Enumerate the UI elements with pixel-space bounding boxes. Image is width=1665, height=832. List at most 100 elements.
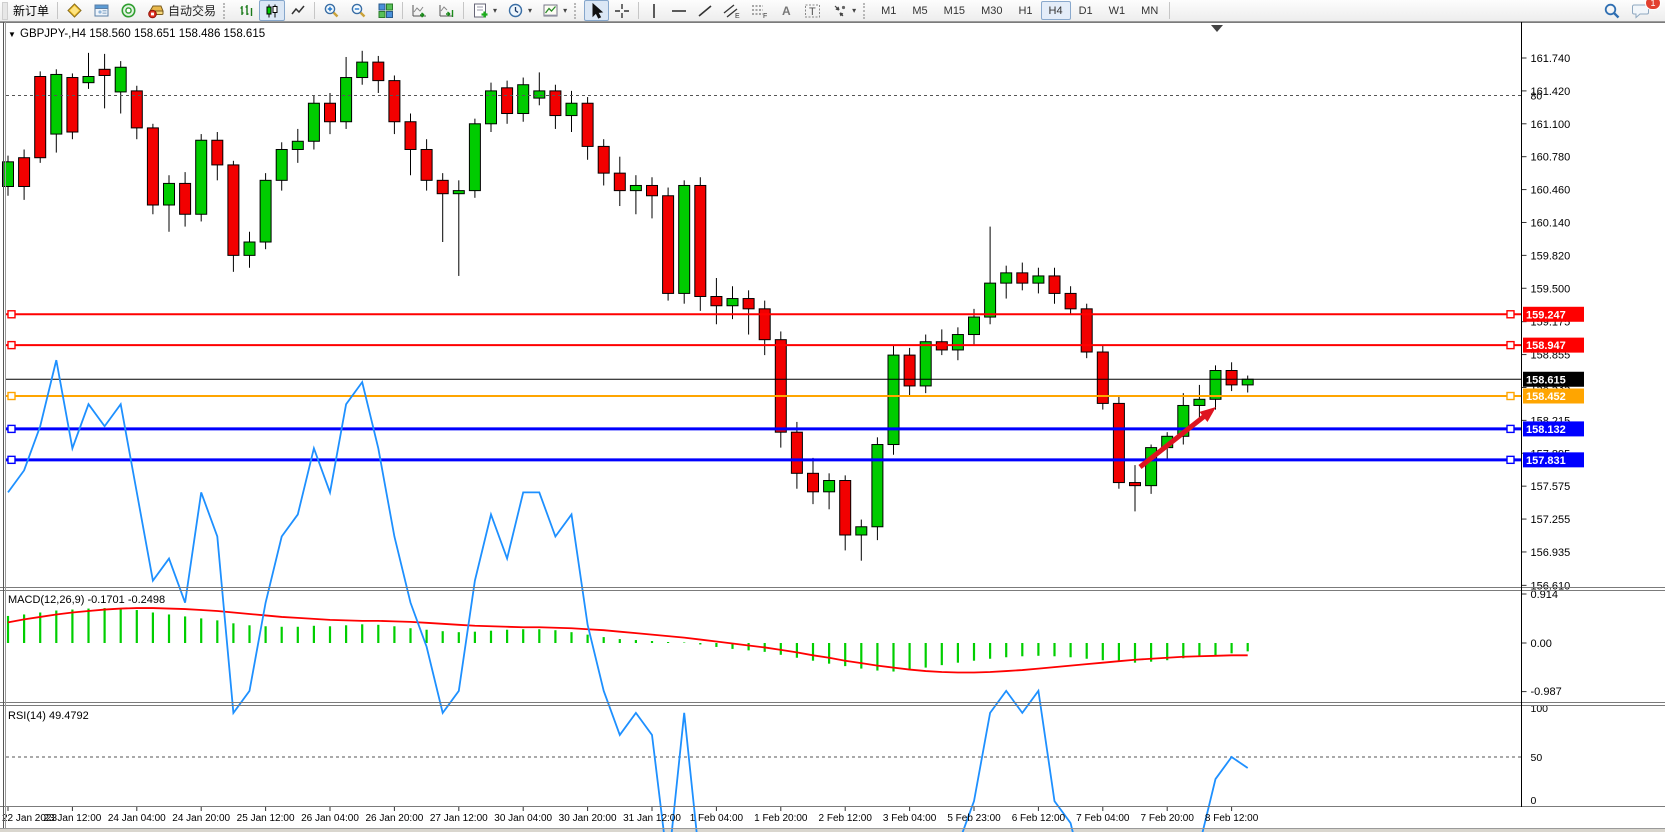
line-handle-right[interactable]	[1506, 455, 1515, 465]
cursor-icon	[592, 2, 604, 19]
shift-marker-icon	[1211, 25, 1223, 32]
timeframe-button-H4[interactable]: H4	[1040, 1, 1071, 20]
bear-candle	[694, 184, 707, 297]
chart-shift-button[interactable]	[433, 0, 460, 21]
search-button[interactable]	[1598, 0, 1626, 21]
bar-chart-type-button[interactable]	[233, 0, 259, 21]
equidistant-channel-icon: E	[723, 3, 740, 19]
bear-candle	[581, 102, 594, 147]
bull-candle	[114, 66, 127, 93]
bull-candle	[195, 139, 208, 215]
line-handle-left[interactable]	[7, 424, 16, 434]
separator	[402, 2, 404, 19]
timeframe-button-M30[interactable]: M30	[981, 4, 1003, 17]
bull-candle	[533, 90, 546, 99]
trendline-tool-button[interactable]	[692, 0, 718, 21]
chart-canvas[interactable]: 161.740 161.420 161.100 160.780 160.460 160.1…	[0, 22, 1665, 832]
trend-arrow-line[interactable]	[1138, 412, 1209, 469]
time-axis-label: 24 Jan 04:00	[108, 813, 166, 824]
notifications-button[interactable]: 1	[1626, 0, 1661, 21]
zoom-in-button[interactable]	[318, 0, 345, 21]
horizontal-line-icon	[672, 9, 687, 12]
crosshair-tool-button[interactable]	[609, 0, 635, 21]
bear-candle	[404, 121, 417, 150]
separator	[314, 2, 316, 19]
text-tool-button[interactable]: A	[774, 0, 799, 21]
bear-candle	[646, 184, 658, 197]
chart-window[interactable]: 161.740 161.420 161.100 160.780 160.460 160.1…	[0, 22, 1665, 832]
price-tick-label: 160.460	[1531, 185, 1571, 197]
zoom-out-button[interactable]	[345, 0, 372, 21]
bear-candle	[211, 139, 224, 166]
terminal-button[interactable]	[115, 0, 142, 21]
bear-candle	[758, 308, 771, 341]
fibonacci-tool-button[interactable]: F	[746, 0, 774, 21]
macd-label: MACD(12,26,9) -0.1701 -0.2498	[8, 594, 165, 606]
bull-candle	[485, 90, 497, 125]
price-tag-label: 158.947	[1526, 340, 1566, 352]
candlestick-chart-type-button[interactable]	[259, 0, 286, 21]
timeframe-button-M1[interactable]: M1	[881, 4, 897, 17]
svg-text:E: E	[735, 13, 740, 19]
bull-candle	[243, 241, 256, 256]
line-handle-right[interactable]	[1506, 340, 1515, 350]
price-tag-158.615	[1523, 371, 1584, 387]
template-button[interactable]: ▾	[537, 0, 572, 21]
profiles-button[interactable]: ▾	[502, 0, 537, 21]
trend-arrow-head[interactable]	[1199, 407, 1216, 423]
notification-badge: 1	[1645, 0, 1661, 10]
market-watch-button[interactable]	[61, 0, 88, 21]
bear-candle	[227, 164, 240, 256]
bull-candle	[82, 76, 95, 84]
rsi-label: RSI(14) 49.4792	[8, 710, 89, 722]
horizontal-line-tool-button[interactable]	[666, 0, 692, 21]
line-handle-left[interactable]	[7, 455, 16, 465]
zoom-in-icon	[324, 3, 339, 18]
tile-windows-button[interactable]	[372, 0, 399, 21]
chart-shift-icon	[439, 4, 454, 17]
auto-scroll-button[interactable]	[406, 0, 433, 21]
auto-scroll-icon	[412, 4, 427, 18]
new-order-label: 新订单	[13, 4, 50, 18]
new-order-button[interactable]: 新订单	[8, 1, 54, 20]
line-handle-left[interactable]	[7, 310, 16, 319]
line-handle-left[interactable]	[7, 391, 16, 401]
bear-candle	[774, 339, 787, 433]
bear-candle	[710, 295, 723, 307]
timeframe-button-H1[interactable]: H1	[1018, 4, 1033, 17]
channel-tool-button[interactable]: E	[718, 0, 746, 21]
market-watch-icon	[67, 3, 82, 18]
timeframe-button-MN[interactable]: MN	[1141, 4, 1159, 17]
navigator-button[interactable]	[88, 0, 115, 21]
timeframe-button-M5[interactable]: M5	[912, 4, 928, 17]
bear-candle	[1129, 482, 1141, 487]
new-chart-button[interactable]: ▾	[467, 0, 502, 21]
bull-candle	[565, 102, 578, 117]
arrows-tool-button[interactable]: ▾	[826, 0, 861, 21]
timeframe-button-W1[interactable]: W1	[1108, 4, 1126, 17]
line-handle-right[interactable]	[1506, 424, 1515, 434]
svg-text:F: F	[763, 13, 767, 19]
line-chart-type-button[interactable]	[285, 0, 311, 21]
time-axis-label: 1 Feb 04:00	[690, 813, 744, 824]
macd-scale-label: -0.987	[1531, 686, 1562, 698]
line-handle-left[interactable]	[7, 340, 16, 350]
text-label-tool-button[interactable]: T	[799, 0, 826, 21]
timeframe-button-M15[interactable]: M15	[943, 4, 966, 17]
rsi-scale-label: 100	[1531, 703, 1549, 715]
line-handle-right[interactable]	[1506, 391, 1515, 401]
bear-candle	[179, 182, 192, 215]
bull-candle	[629, 184, 642, 192]
timeframe-button-D1[interactable]: D1	[1078, 4, 1093, 17]
time-axis-label: 27 Jan 12:00	[430, 813, 488, 824]
separator	[463, 2, 465, 19]
bear-candle	[807, 472, 819, 493]
line-handle-right[interactable]	[1506, 310, 1515, 319]
price-tick-label: 161.420	[1531, 86, 1571, 98]
price-tag-label: 157.831	[1526, 455, 1566, 467]
separator	[638, 2, 640, 19]
autotrading-button[interactable]: 自动交易	[142, 0, 221, 21]
vertical-line-tool-button[interactable]	[642, 0, 666, 21]
price-tick-label: 159.500	[1531, 283, 1571, 295]
cursor-tool-button[interactable]	[584, 0, 610, 21]
